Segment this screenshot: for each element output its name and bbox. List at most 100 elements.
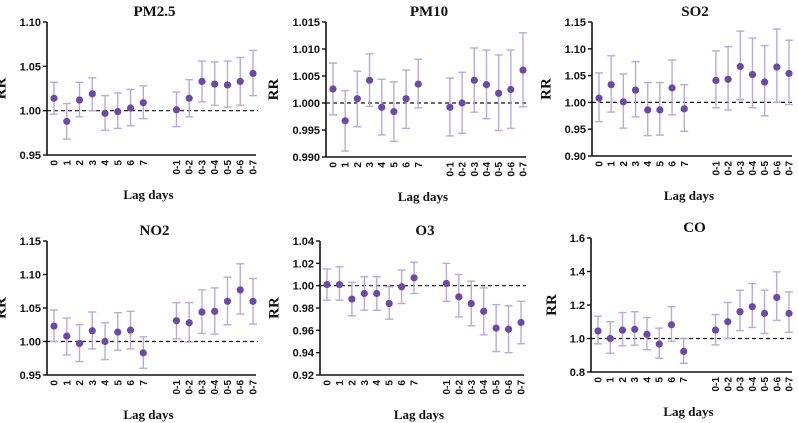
y-tick-label: 1.6	[570, 233, 585, 245]
data-point-5	[385, 286, 394, 320]
rr-point	[455, 293, 463, 301]
rr-point	[114, 107, 122, 116]
y-tick-label: 1.10	[20, 270, 41, 282]
x-tick-label: 0	[50, 380, 61, 386]
y-tick-label: 1.00	[565, 97, 586, 109]
rr-point	[198, 308, 206, 316]
x-tick-label: 0-5	[223, 380, 234, 395]
data-point-0-3	[467, 280, 476, 327]
x-tick-label: 1	[607, 161, 618, 167]
panel-title: CO	[683, 220, 706, 236]
y-tick-label: 1.00	[20, 337, 41, 349]
y-tick-label: 0.92	[293, 370, 314, 382]
data-point-0-7	[785, 39, 793, 106]
rr-point	[446, 103, 454, 111]
y-tick-label: 1.2	[570, 300, 585, 312]
data-point-0-4	[748, 37, 757, 109]
x-tick-label: 0-1	[711, 161, 722, 176]
x-axis-label: Lag days	[398, 189, 448, 204]
data-point-7	[139, 336, 148, 369]
rr-point	[643, 330, 651, 338]
x-tick-label: 5	[389, 162, 400, 168]
rr-point	[482, 81, 491, 89]
y-tick-label: 0.95	[20, 150, 41, 162]
data-point-0-1	[172, 301, 181, 340]
data-point-0-7	[249, 49, 257, 97]
data-point-2	[347, 281, 356, 317]
rr-point	[365, 76, 374, 84]
panel-pm10: PM10 0.990 0.995 1.000 1.005 1.010 1.015 RR 0 1 2 3…	[266, 4, 530, 204]
rr-point	[631, 325, 639, 333]
rr-point	[410, 274, 418, 282]
data-point-0-4	[210, 61, 219, 107]
rr-point	[353, 95, 361, 103]
rr-point	[785, 309, 793, 317]
x-axis-label: Lag days	[123, 407, 173, 422]
x-tick-label: 0	[50, 160, 61, 166]
data-point-3	[630, 311, 639, 346]
data-point-0	[594, 315, 602, 345]
panel-title: PM2.5	[133, 4, 175, 20]
data-point-0-7	[517, 300, 525, 345]
y-tick-label: 1.00	[293, 281, 314, 293]
rr-point	[223, 81, 232, 89]
x-tick-label: 0-7	[517, 380, 528, 395]
x-tick-label: 0-2	[724, 161, 735, 176]
data-point-0-1	[445, 77, 454, 137]
x-tick-label: 6	[402, 162, 413, 168]
x-axis-label: Lag days	[123, 187, 173, 202]
x-tick-label: 4	[372, 380, 383, 386]
rr-point	[507, 85, 515, 94]
rr-point	[711, 326, 720, 334]
data-point-0	[50, 309, 58, 343]
rr-point	[126, 104, 135, 112]
x-tick-label: 3	[88, 160, 99, 166]
data-point-4	[643, 81, 652, 137]
data-point-1	[341, 89, 350, 152]
data-point-1	[62, 317, 71, 356]
panel-title: PM10	[410, 4, 448, 20]
data-point-0-3	[736, 289, 745, 332]
rr-point	[348, 295, 356, 303]
panel-so2: SO2 0.90 0.95 1.00 1.05 1.10 1.15 RR 0 1 2 3 4 5 6 7 0-1…	[538, 4, 795, 203]
x-axis-label: Lag days	[394, 407, 444, 422]
x-tick-label: 3	[630, 377, 641, 383]
data-point-5	[655, 327, 664, 359]
data-point-0-5	[223, 276, 232, 326]
x-tick-label: 0-1	[442, 380, 453, 395]
rr-point	[101, 337, 109, 346]
y-tick-label: 0.95	[565, 124, 586, 136]
data-point-0-5	[494, 54, 503, 132]
rr-point	[373, 289, 381, 298]
y-tick-label: 0.98	[293, 303, 314, 315]
data-point-0-2	[185, 301, 194, 343]
rr-point	[495, 89, 503, 97]
x-tick-label: 0-7	[785, 161, 796, 176]
rr-point	[680, 347, 688, 355]
rr-point	[607, 81, 615, 89]
x-tick-label: 0-4	[748, 161, 759, 176]
data-point-6	[126, 88, 135, 127]
x-tick-label: 0-4	[482, 162, 493, 177]
y-tick-label: 1.000	[292, 98, 320, 110]
data-point-4	[101, 322, 110, 361]
x-tick-label: 7	[679, 377, 690, 383]
x-tick-label: 0-5	[760, 161, 771, 176]
rr-point	[329, 85, 337, 93]
x-tick-label: 0-1	[711, 377, 722, 392]
rr-point	[519, 66, 527, 74]
x-tick-label: 0-2	[185, 380, 196, 395]
rr-point	[172, 317, 181, 325]
rr-point	[595, 94, 603, 102]
data-point-0-6	[772, 271, 781, 322]
x-tick-label: 0-6	[236, 380, 247, 395]
rr-point	[724, 75, 732, 83]
rr-point	[668, 84, 676, 92]
x-tick-label: 5	[113, 380, 124, 386]
rr-point	[761, 78, 769, 86]
x-tick-label: 7	[410, 380, 421, 386]
y-tick-label: 1.10	[20, 17, 41, 29]
x-tick-label: 0-7	[519, 162, 530, 177]
rr-point	[504, 325, 513, 333]
rr-point	[594, 327, 602, 335]
